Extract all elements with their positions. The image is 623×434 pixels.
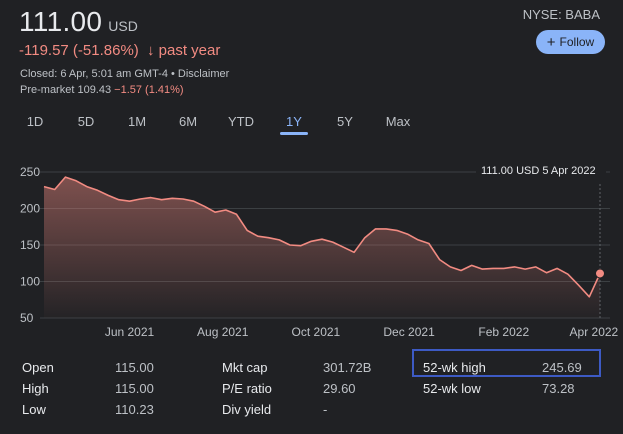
stat-52wk-low-label: 52-wk low (423, 381, 481, 396)
stat-mktcap-label: Mkt cap (222, 360, 268, 375)
price-area (44, 177, 600, 318)
premarket-price: Pre-market 109.43 (20, 84, 112, 96)
stat-divyield-value: - (323, 402, 328, 417)
tab-1m[interactable]: 1M (127, 114, 147, 129)
x-tick-label: Aug 2021 (197, 325, 249, 339)
tab-6m[interactable]: 6M (178, 114, 198, 129)
tab-1y[interactable]: 1Y (286, 114, 302, 129)
stat-mktcap-value: 301.72B (323, 360, 372, 375)
price-chart[interactable]: 250 200 150 100 50 Jun 2021 Aug 2021 Oct 2021 De… (0, 150, 623, 345)
exchange-ticker: NYSE: BABA (522, 7, 600, 22)
stat-high-label: High (22, 381, 49, 396)
y-tick-label: 200 (20, 202, 40, 216)
price-change: -119.57 (-51.86%) ↓ past year (19, 42, 220, 59)
current-price: 111.00 (19, 6, 103, 37)
stat-52wk-high-label: 52-wk high (423, 360, 486, 375)
y-tick-label: 150 (20, 238, 40, 252)
premarket-change: −1.57 (1.41%) (114, 84, 184, 96)
active-tab-indicator (280, 132, 308, 135)
stat-pe-value: 29.60 (323, 381, 356, 396)
key-stats: Open 115.00 High 115.00 Low 110.23 Mkt c… (0, 356, 623, 426)
stat-52wk-high-value: 245.69 (542, 360, 582, 375)
closed-info: Closed: 6 Apr, 5:01 am GMT-4 • Disclaime… (20, 68, 230, 80)
x-tick-label: Jun 2021 (105, 325, 155, 339)
stat-high-value: 115.00 (115, 381, 154, 396)
x-tick-label: Feb 2022 (478, 325, 529, 339)
highlight-box (412, 349, 601, 377)
tooltip-box (476, 158, 606, 182)
stat-low-value: 110.23 (115, 402, 154, 417)
stat-open-value: 115.00 (115, 360, 154, 375)
change-value: -119.57 (-51.86%) (19, 42, 139, 59)
tooltip-text: 111.00 USD 5 Apr 2022 (481, 165, 596, 177)
tab-5y[interactable]: 5Y (337, 114, 353, 129)
x-tick-label: Dec 2021 (383, 325, 435, 339)
stat-pe-label: P/E ratio (222, 381, 272, 396)
end-point-dot (595, 268, 605, 279)
y-tick-label: 50 (20, 311, 34, 325)
follow-label: Follow (559, 35, 595, 49)
x-tick-label: Oct 2021 (292, 325, 341, 339)
currency-label: USD (108, 18, 138, 34)
change-period: past year (158, 42, 221, 59)
down-arrow-icon: ↓ (146, 42, 155, 59)
premarket-info: Pre-market 109.43 −1.57 (1.41%) (20, 84, 184, 96)
price-header: 111.00 USD (19, 6, 138, 38)
stat-open-label: Open (22, 360, 54, 375)
x-tick-label: Apr 2022 (570, 325, 619, 339)
follow-button[interactable]: + Follow (536, 30, 605, 54)
range-tabs: 1D 5D 1M 6M YTD 1Y 5Y Max (0, 114, 440, 138)
tab-1d[interactable]: 1D (26, 114, 44, 129)
tab-ytd[interactable]: YTD (228, 114, 254, 129)
y-tick-label: 250 (20, 165, 40, 179)
tab-max[interactable]: Max (385, 114, 411, 129)
y-tick-label: 100 (20, 275, 40, 289)
price-line (43, 176, 601, 298)
tab-5d[interactable]: 5D (77, 114, 95, 129)
plus-icon: + (546, 33, 556, 51)
stat-divyield-label: Div yield (222, 402, 272, 417)
stat-low-label: Low (22, 402, 46, 417)
stat-52wk-low-value: 73.28 (542, 381, 575, 396)
